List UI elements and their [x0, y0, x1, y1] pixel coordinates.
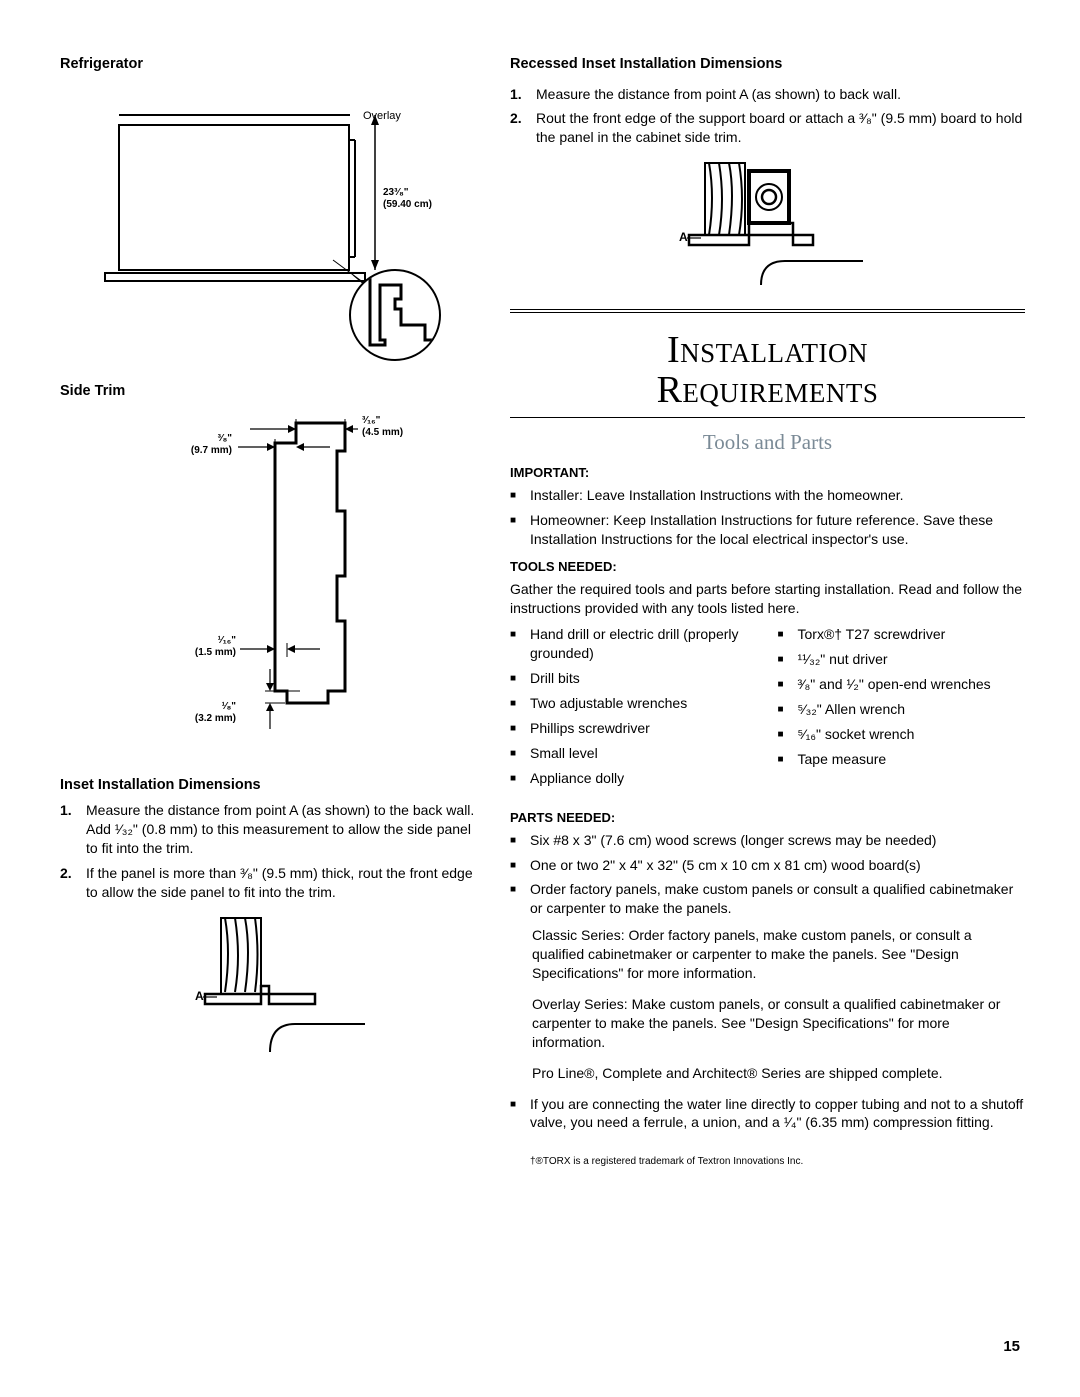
parts-list: Six #8 x 3" (7.6 cm) wood screws (longer… [510, 831, 1025, 919]
diagram-recessed-a: A [510, 157, 1025, 295]
parts-last: If you are connecting the water line dir… [510, 1095, 1025, 1133]
important-1: Installer: Leave Installation Instructio… [530, 486, 904, 505]
inset-step-2: If the panel is more than ³⁄₈" (9.5 mm) … [86, 864, 480, 902]
heading-recessed: Recessed Inset Installation Dimensions [510, 55, 1025, 75]
rule-2 [510, 312, 1025, 313]
diagram-refrigerator: Overlay 23³⁄₈" (59.40 cm) [60, 85, 480, 368]
diagram-sidetrim: ³⁄₁₆" (4.5 mm) ³⁄₈" (9.7 mm) ¹⁄₁₆" (1.5 … [60, 411, 480, 759]
d1mm: (4.5 mm) [362, 427, 403, 438]
rule-3 [510, 417, 1025, 418]
important-list: Installer: Leave Installation Instructio… [510, 486, 1025, 549]
d2: ³⁄₈" [218, 433, 233, 444]
section-title: Installation Requirements [510, 331, 1025, 411]
important-label: IMPORTANT: [510, 465, 1025, 480]
d3mm: (1.5 mm) [195, 647, 236, 658]
important-2: Homeowner: Keep Installation Instruction… [530, 511, 1025, 549]
right-column: Recessed Inset Installation Dimensions 1… [510, 55, 1025, 1167]
recessed-steps: 1.Measure the distance from point A (as … [510, 85, 1025, 148]
diagram-inset-a: A [60, 912, 480, 1065]
d4: ¹⁄₈" [222, 701, 237, 712]
parts-para-1: Classic Series: Order factory panels, ma… [532, 926, 1025, 983]
parts-para-3: Pro Line®, Complete and Architect® Serie… [532, 1064, 1025, 1083]
tools-right: Torx®† T27 screwdriver ¹¹⁄₃₂" nut driver… [778, 625, 1026, 793]
rule-1 [510, 309, 1025, 310]
tools-parts-heading: Tools and Parts [510, 430, 1025, 455]
page-columns: Refrigerator Overlay 23³⁄₈" (59. [60, 55, 1025, 1167]
d1: ³⁄₁₆" [362, 415, 381, 426]
heading-refrigerator: Refrigerator [60, 55, 480, 75]
recessed-step-1: Measure the distance from point A (as sh… [536, 85, 901, 104]
parts-para-2: Overlay Series: Make custom panels, or c… [532, 995, 1025, 1052]
inset-step-1: Measure the distance from point A (as sh… [86, 801, 480, 858]
inset-steps: 1.Measure the distance from point A (as … [60, 801, 480, 901]
recessed-step-2: Rout the front edge of the support board… [536, 109, 1025, 147]
heading-sidetrim: Side Trim [60, 382, 480, 402]
heading-inset: Inset Installation Dimensions [60, 777, 480, 793]
footnote: †®TORX is a registered trademark of Text… [510, 1156, 1025, 1167]
d2mm: (9.7 mm) [191, 445, 232, 456]
parts-label: PARTS NEEDED: [510, 810, 1025, 825]
overlay-label: Overlay [363, 110, 401, 122]
dim-23mm: (59.40 cm) [383, 199, 432, 210]
label-A2: A [679, 230, 688, 244]
tools-left: Hand drill or electric drill (properly g… [510, 625, 758, 793]
d3: ¹⁄₁₆" [218, 635, 237, 646]
tools-intro: Gather the required tools and parts befo… [510, 580, 1025, 618]
page-number: 15 [1003, 1338, 1020, 1355]
d4mm: (3.2 mm) [195, 713, 236, 724]
label-A: A [195, 989, 204, 1003]
tools-label: TOOLS NEEDED: [510, 559, 1025, 574]
left-column: Refrigerator Overlay 23³⁄₈" (59. [60, 55, 480, 1167]
dim-23: 23³⁄₈" [383, 187, 409, 198]
